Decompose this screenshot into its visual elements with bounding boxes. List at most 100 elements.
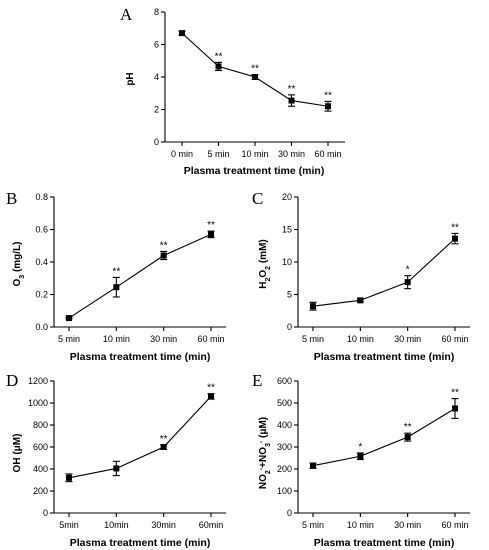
- panel-d-significance-label: **: [207, 383, 215, 394]
- panel-e-x-tick-label: 30 min: [394, 520, 421, 530]
- panel-d-x-tick-label: 30min: [151, 520, 176, 530]
- panel-a-data-point: [179, 30, 185, 37]
- panel-b-significance-label: **: [207, 220, 215, 231]
- panel-d-significance-label: **: [160, 434, 168, 445]
- panel-c-y-tick-label: 5: [287, 290, 292, 300]
- panel-d-x-axis-label: Plasma treatment time (min): [70, 537, 211, 549]
- panel-b-x-axis-label: Plasma treatment time (min): [70, 351, 211, 363]
- panel-a-y-tick-label: 8: [154, 7, 159, 17]
- panel-a-data-point: [288, 97, 295, 104]
- panel-a: 0 2 4 6 8 0 min 5 min 10 min 30 min 60 min ** ** ** *…: [125, 7, 345, 177]
- panel-d-y-tick-label: 600: [33, 442, 48, 452]
- panel-a-significance-label: **: [215, 51, 223, 62]
- panel-b-data-point: [113, 284, 120, 291]
- panel-d-y-tick-label: 200: [33, 486, 48, 496]
- panel-a-y-tick-label: 6: [154, 40, 159, 50]
- panel-e-y-tick-label: 600: [277, 376, 292, 386]
- panel-e-x-tick-label: 60 min: [441, 520, 468, 530]
- panel-letter-c: C: [252, 189, 263, 208]
- panel-e-data-point: [310, 462, 316, 469]
- panel-e-data-point: [357, 453, 364, 460]
- panel-letter-e: E: [252, 371, 262, 390]
- panel-c-y-tick-label: 10: [282, 257, 292, 267]
- panel-c-y-tick-label: 20: [282, 192, 292, 202]
- panel-c-y-axis-label: H2O2 (mM): [258, 239, 272, 289]
- panel-b-x-tick-label: 60 min: [197, 334, 224, 344]
- panel-c-data-point: [452, 235, 458, 242]
- panel-d-x-tick-label: 5min: [59, 520, 79, 530]
- panel-c-significance-label: **: [451, 222, 459, 233]
- panel-d-plot: 0 200 400 600 800 1000 1200 5min 10min 30min 60min…: [28, 376, 226, 530]
- panel-d-x-tick-label: 10min: [104, 520, 129, 530]
- panel-a-y-tick-label: 4: [154, 72, 159, 82]
- panel-b-data-point: [208, 231, 214, 238]
- panel-e-x-tick-label: 5 min: [302, 520, 324, 530]
- panel-b-y-tick-label: 0.0: [35, 322, 48, 332]
- panel-a-x-tick-label: 10 min: [241, 149, 268, 159]
- panel-d: 0 200 400 600 800 1000 1200 5min 10min 30min 60min…: [12, 376, 226, 549]
- panel-a-significance-label: **: [251, 64, 259, 75]
- panel-e-x-tick-label: 10 min: [347, 520, 374, 530]
- panel-a-x-axis-label: Plasma treatment time (min): [184, 165, 325, 177]
- panel-b-x-tick-label: 10 min: [103, 334, 130, 344]
- panel-b-significance-label: **: [160, 240, 168, 251]
- panel-d-y-axis-label: OH (μM): [12, 434, 23, 473]
- panel-letter-d: D: [6, 371, 18, 390]
- panel-e-y-tick-label: 100: [277, 486, 292, 496]
- panel-d-data-point: [113, 465, 120, 472]
- panel-c-x-tick-label: 10 min: [347, 334, 374, 344]
- panel-e-y-tick-label: 300: [277, 442, 292, 452]
- panel-b-y-tick-label: 0.4: [35, 257, 48, 267]
- panel-d-y-tick-label: 0: [43, 508, 48, 518]
- panel-e-significance-label: *: [358, 442, 362, 453]
- panel-letter-b: B: [6, 189, 17, 208]
- panel-a-data-point: [252, 74, 258, 80]
- panel-e-y-tick-label: 500: [277, 398, 292, 408]
- panel-d-data-point: [160, 444, 167, 450]
- panel-b-y-axis-label: O3 (mg/L): [12, 241, 26, 286]
- panel-a-y-axis-label: pH: [125, 72, 136, 85]
- panel-a-plot: 0 2 4 6 8 0 min 5 min 10 min 30 min 60 min ** ** ** *…: [154, 7, 345, 159]
- panel-b-data-point: [160, 252, 167, 259]
- panel-a-data-point: [215, 63, 222, 70]
- panel-e-series-line: [312, 408, 456, 467]
- panel-e-significance-label: **: [404, 422, 412, 433]
- panel-e-plot: 0 100 200 300 400 500 600 5 min 10 min 30 min 60 m…: [277, 376, 470, 530]
- panel-d-data-point: [208, 393, 214, 400]
- panel-c-x-axis-label: Plasma treatment time (min): [314, 351, 455, 363]
- panel-d-series-line: [68, 396, 212, 479]
- panel-c-data-point: [404, 279, 411, 286]
- panel-a-y-tick-label: 0: [154, 137, 159, 147]
- panel-c-series-line: [312, 238, 456, 307]
- panel-c-x-tick-label: 5 min: [302, 334, 324, 344]
- panel-c-data-point: [310, 303, 316, 310]
- panel-c-y-tick-label: 0: [287, 322, 292, 332]
- panel-b-significance-label: **: [112, 266, 120, 277]
- panel-c-significance-label: *: [406, 265, 410, 276]
- panel-b-x-tick-label: 5 min: [58, 334, 80, 344]
- panel-a-x-tick-label: 0 min: [171, 149, 193, 159]
- panel-e: 0 100 200 300 400 500 600 5 min 10 min 30 min 60 m…: [258, 376, 470, 549]
- panel-e-significance-label: **: [451, 388, 459, 399]
- panel-a-y-tick-label: 2: [154, 105, 159, 115]
- panel-b-data-point: [66, 315, 72, 322]
- panel-a-x-tick-label: 60 min: [314, 149, 341, 159]
- panel-c-x-tick-label: 30 min: [394, 334, 421, 344]
- panel-a-x-tick-label: 30 min: [278, 149, 305, 159]
- panel-d-y-tick-label: 1000: [28, 398, 48, 408]
- panel-d-y-tick-label: 400: [33, 464, 48, 474]
- panel-a-significance-label: **: [324, 90, 332, 101]
- panel-b-y-tick-label: 0.6: [35, 225, 48, 235]
- panel-a-data-point: [325, 103, 331, 110]
- panel-d-x-tick-label: 60min: [199, 520, 224, 530]
- panel-e-x-axis-label: Plasma treatment time (min): [314, 537, 455, 549]
- panel-e-y-tick-label: 0: [287, 508, 292, 518]
- panel-c-x-tick-label: 60 min: [441, 334, 468, 344]
- panel-e-y-tick-label: 400: [277, 420, 292, 430]
- panel-e-y-tick-label: 200: [277, 464, 292, 474]
- panel-b-x-tick-label: 30 min: [150, 334, 177, 344]
- panel-d-data-point: [66, 474, 72, 481]
